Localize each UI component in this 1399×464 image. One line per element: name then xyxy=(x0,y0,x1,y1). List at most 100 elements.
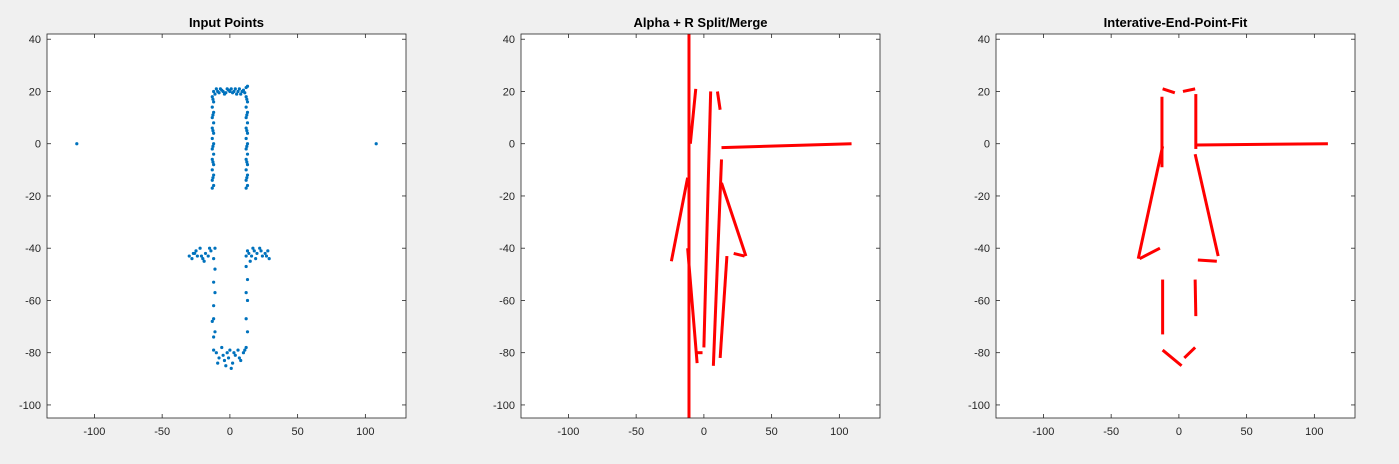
data-point xyxy=(224,91,228,95)
data-point xyxy=(212,304,216,308)
data-point xyxy=(213,291,217,295)
data-point xyxy=(244,291,248,295)
x-tick-label: 50 xyxy=(291,426,303,438)
data-point xyxy=(218,87,223,91)
data-point xyxy=(244,95,248,99)
data-point xyxy=(211,129,215,133)
line-segment xyxy=(1193,279,1198,317)
data-point xyxy=(212,173,216,177)
data-point xyxy=(220,345,224,350)
data-point xyxy=(232,89,236,94)
data-point xyxy=(245,176,249,180)
data-point xyxy=(267,257,271,261)
data-point xyxy=(245,84,250,88)
axes-box xyxy=(995,33,1356,419)
data-point xyxy=(212,257,216,261)
data-point xyxy=(243,91,247,95)
data-point xyxy=(221,353,225,357)
line-segment xyxy=(718,255,729,359)
data-point xyxy=(212,280,216,284)
data-point xyxy=(217,356,221,360)
data-point xyxy=(263,251,267,256)
line-segment xyxy=(1193,153,1220,257)
data-point xyxy=(211,113,215,117)
data-point xyxy=(244,105,248,109)
line-segment xyxy=(1182,87,1196,93)
subplot-alpha-r-split-merge: Alpha + R Split/Merge -100 -50 0 50 100 -100 -8… xyxy=(493,15,881,438)
x-tick-label: -50 xyxy=(628,426,644,438)
data-point xyxy=(245,277,250,282)
data-point xyxy=(244,186,248,190)
line-segment xyxy=(715,91,722,110)
chart-title: Input Points xyxy=(189,15,264,30)
data-point xyxy=(207,246,212,250)
data-point xyxy=(244,178,248,182)
x-tick-label: -100 xyxy=(83,426,105,438)
data-point xyxy=(244,317,248,321)
line-segment xyxy=(1196,142,1328,147)
data-point xyxy=(212,348,216,352)
data-point xyxy=(254,257,258,261)
data-point xyxy=(212,163,216,167)
data-point xyxy=(228,348,232,352)
data-point xyxy=(374,142,378,146)
y-tick-label: -80 xyxy=(499,348,515,360)
data-point xyxy=(213,267,217,271)
chart-title: Alpha + R Split/Merge xyxy=(634,15,768,30)
x-tick-label: 0 xyxy=(1176,426,1182,438)
y-tick-label: 40 xyxy=(978,34,990,46)
data-point xyxy=(212,335,216,339)
data-point xyxy=(245,249,250,253)
x-tick-label: -100 xyxy=(557,426,579,438)
data-point xyxy=(201,257,205,261)
data-point xyxy=(210,105,214,109)
y-tick-label: 20 xyxy=(978,86,990,98)
data-point xyxy=(244,254,248,258)
data-point xyxy=(245,163,250,167)
data-point xyxy=(211,97,215,101)
data-point xyxy=(245,173,250,177)
data-point xyxy=(266,249,270,253)
data-point xyxy=(212,152,216,156)
data-point xyxy=(213,92,217,96)
data-point xyxy=(212,110,216,114)
data-point xyxy=(194,249,198,253)
y-tick-label: -60 xyxy=(499,295,515,307)
data-point xyxy=(245,110,250,114)
x-tick-label: 100 xyxy=(356,426,374,438)
data-point xyxy=(224,364,228,368)
data-point xyxy=(210,115,214,120)
data-point xyxy=(244,345,248,350)
data-point xyxy=(251,246,255,250)
data-layer xyxy=(75,84,378,370)
data-point xyxy=(245,183,250,188)
y-tick-label: -100 xyxy=(19,400,41,412)
line-segment xyxy=(1161,348,1183,367)
data-point xyxy=(229,87,233,91)
data-point xyxy=(212,131,216,135)
data-point xyxy=(255,251,259,256)
data-point xyxy=(245,131,250,135)
line-segment xyxy=(1162,87,1176,95)
data-point xyxy=(237,356,241,360)
data-point xyxy=(244,136,248,141)
data-point xyxy=(241,351,246,355)
x-tick-label: -50 xyxy=(154,426,170,438)
plot-area xyxy=(521,34,880,418)
data-point xyxy=(244,126,248,130)
data-point xyxy=(244,168,248,172)
x-tick-label: 50 xyxy=(1240,426,1252,438)
data-point xyxy=(212,142,216,146)
x-tick-label: 50 xyxy=(765,426,777,438)
data-point xyxy=(233,353,237,357)
y-tick-label: 40 xyxy=(503,34,515,46)
data-point xyxy=(243,348,247,352)
data-point xyxy=(245,121,250,125)
data-point xyxy=(245,97,249,101)
data-point xyxy=(239,358,243,363)
data-point xyxy=(259,249,263,253)
data-point xyxy=(245,160,249,164)
data-point xyxy=(226,356,231,360)
y-tick-label: -80 xyxy=(974,348,990,360)
